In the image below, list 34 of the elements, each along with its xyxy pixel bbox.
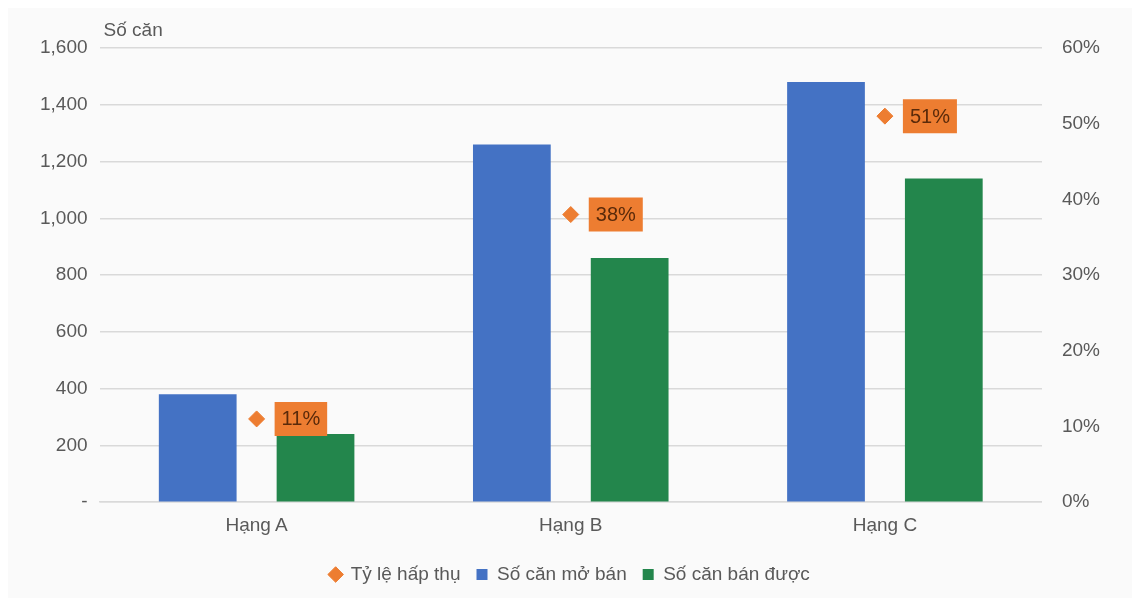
y2-tick-label: 0% [1061, 490, 1090, 512]
bar [590, 258, 669, 502]
y-tick-label: 1,400 [40, 93, 88, 115]
data-label: 38% [595, 203, 636, 226]
point [876, 107, 894, 125]
bar [472, 144, 551, 502]
bar [787, 82, 865, 502]
y2-tick-label: 40% [1061, 187, 1101, 209]
legend-label: Số căn mở bán [497, 562, 627, 584]
x-tick-label: Hạng A [225, 513, 289, 535]
y-tick-label: 200 [55, 433, 88, 455]
y-tick-label: 1,000 [40, 206, 88, 228]
legend-label: Số căn bán được [663, 562, 810, 584]
y2-tick-label: 30% [1061, 263, 1101, 285]
x-tick-label: Hạng C [852, 513, 918, 535]
y-tick-label: - [81, 490, 88, 512]
y-tick-label: 800 [55, 263, 88, 285]
bar [904, 178, 983, 502]
y2-tick-label: 60% [1061, 36, 1101, 58]
y2-tick-label: 20% [1061, 339, 1101, 361]
point [562, 206, 580, 224]
y2-tick-label: 10% [1061, 414, 1101, 436]
y-axis-title: Số căn [103, 18, 163, 40]
data-label: 51% [909, 104, 951, 127]
x-tick-label: Hạng B [539, 513, 603, 535]
y-tick-label: 1,200 [40, 149, 88, 171]
y-tick-label: 1,600 [40, 36, 88, 58]
point [248, 410, 266, 428]
y-tick-label: 400 [55, 376, 88, 398]
y2-tick-label: 50% [1061, 111, 1101, 133]
legend-label: Tỷ lệ hấp thụ [350, 562, 461, 584]
data-label: 11% [281, 407, 321, 430]
y-tick-label: 600 [55, 320, 88, 342]
bar [158, 394, 237, 502]
